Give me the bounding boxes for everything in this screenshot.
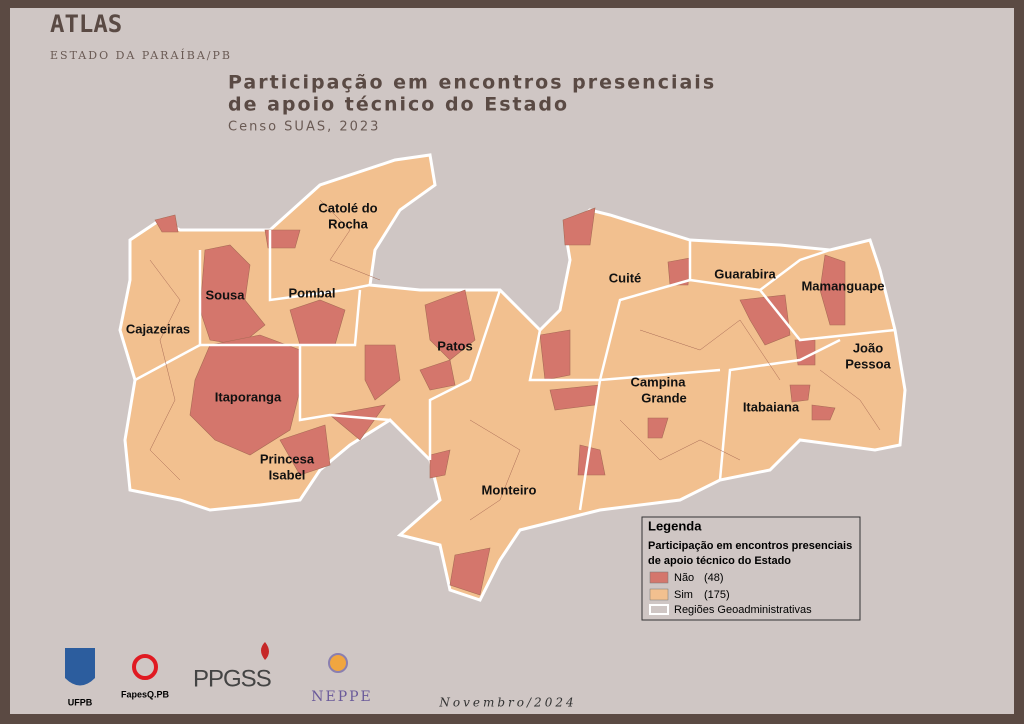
fapesq-logo <box>132 654 158 680</box>
legend-count: (175) <box>704 589 730 601</box>
region-label: Itabaiana <box>743 399 800 414</box>
legend-swatch <box>649 571 669 584</box>
state-shape <box>118 153 907 602</box>
footer-date: Novembro/2024 <box>438 696 576 710</box>
region-label: Rocha <box>328 216 369 231</box>
legend-label: Não <box>674 572 694 584</box>
nao-areas <box>154 207 846 596</box>
region-label: Sousa <box>205 287 245 302</box>
region-label: Pessoa <box>845 356 891 371</box>
legend-label: Regiões Geoadministrativas <box>674 604 812 616</box>
logo-text: NEPPE <box>311 689 373 705</box>
brand-subtitle: ESTADO DA PARAÍBA/PB <box>50 48 232 62</box>
logo-text: PPGSS <box>193 665 271 692</box>
legend: Legenda Participação em encontros presen… <box>641 516 861 621</box>
region-label: Princesa <box>260 451 315 466</box>
region-label: Catolé do <box>318 200 377 215</box>
region-label: Cuité <box>609 270 642 285</box>
brand: ATLAS <box>50 10 122 38</box>
source: Censo SUAS, 2023 <box>228 120 380 135</box>
region-label: Monteiro <box>482 482 537 497</box>
legend-count: (48) <box>704 572 724 584</box>
legend-title: Legenda <box>648 518 702 533</box>
region-label: Grande <box>641 390 687 405</box>
ufpb-logo <box>65 648 95 686</box>
neppe-logo <box>328 653 348 673</box>
legend-subtitle: Participação em encontros presenciais <box>648 540 852 552</box>
legend-subtitle: de apoio técnico do Estado <box>648 555 791 567</box>
municipal-lines <box>149 199 881 521</box>
logo-text: FapesQ.PB <box>121 689 170 699</box>
legend-label: Sim <box>674 589 693 601</box>
region-label: Isabel <box>269 467 306 482</box>
title-line1: Participação em encontros presenciais <box>228 72 716 94</box>
region-label: Pombal <box>289 285 336 300</box>
region-label: Itaporanga <box>215 389 282 404</box>
region-label: Campina <box>631 374 687 389</box>
logo-text: UFPB <box>68 697 93 707</box>
ppgss-flame <box>261 642 269 660</box>
region-boundaries <box>134 230 896 511</box>
region-label: João <box>853 340 883 355</box>
legend-box <box>641 516 861 621</box>
region-label: Patos <box>437 338 472 353</box>
legend-swatch <box>649 604 669 615</box>
map: Catolé do Rocha Sousa Pombal Cajazeiras … <box>118 153 907 602</box>
logos: UFPB FapesQ.PB PPGSS NEPPE <box>65 642 373 707</box>
region-label: Cajazeiras <box>126 321 190 336</box>
region-label: Guarabira <box>714 266 776 281</box>
title-line2: de apoio técnico do Estado <box>228 94 569 116</box>
legend-swatch <box>649 588 669 601</box>
region-label: Mamanguape <box>801 278 884 293</box>
